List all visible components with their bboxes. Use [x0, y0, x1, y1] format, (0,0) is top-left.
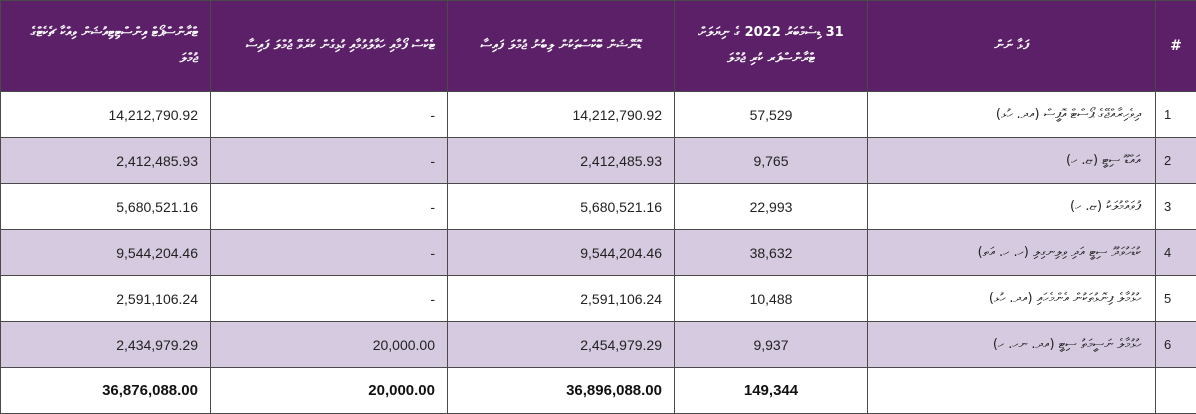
cell-col1: 14,212,790.92 — [1, 92, 211, 138]
cell-col3: 9,544,204.46 — [448, 230, 675, 276]
totals-row: 36,876,088.00 20,000.00 36,896,088.00 14… — [1, 368, 1196, 414]
cell-col2: - — [211, 138, 448, 184]
table-row: 2,434,979.29 20,000.00 2,454,979.29 9,93… — [1, 322, 1196, 368]
cell-col3: 2,591,106.24 — [448, 276, 675, 322]
total-index-blank — [1156, 368, 1196, 414]
header-index: # — [1156, 1, 1196, 92]
cell-index: 4 — [1156, 230, 1196, 276]
cell-col3: 2,454,979.29 — [448, 322, 675, 368]
header-col4: 31 ޑިސެމްބަރު 2022 ގެ ނިޔަލަށް ޓްރާންސްފ… — [675, 1, 868, 92]
total-name-blank — [868, 368, 1156, 414]
cell-name: ދިވެހިރާއްޖޭގެ ޕޯސްޓް އޮފީސް (އދ. ހުޅ) — [868, 92, 1156, 138]
cell-index: 2 — [1156, 138, 1196, 184]
cell-name: އައްޑޫ ސިޓީ (ޏ. ހ) — [868, 138, 1156, 184]
table-row: 9,544,204.46 - 9,544,204.46 38,632 ކުޑަހ… — [1, 230, 1196, 276]
table-row: 5,680,521.16 - 5,680,521.16 22,993 ފުވައ… — [1, 184, 1196, 230]
total-col4: 149,344 — [675, 368, 868, 414]
cell-col3: 14,212,790.92 — [448, 92, 675, 138]
header-row: ޓްރާންސްޕޯޓް އިންސްޓިޓިއުޝަން ވިއްކާ ޗެކ… — [1, 1, 1196, 92]
cell-index: 1 — [1156, 92, 1196, 138]
cell-col4: 38,632 — [675, 230, 868, 276]
cell-col2: - — [211, 184, 448, 230]
cell-index: 3 — [1156, 184, 1196, 230]
table-row: 2,591,106.24 - 2,591,106.24 10,488 ހުޅުމ… — [1, 276, 1196, 322]
cell-name: ހުޅުމާލެ ފިނޮޅުތަކުން އެންމެހައި (އދ. ހު… — [868, 276, 1156, 322]
cell-col3: 5,680,521.16 — [448, 184, 675, 230]
cell-col3: 2,412,485.93 — [448, 138, 675, 184]
cell-col2: - — [211, 230, 448, 276]
table-row: 2,412,485.93 - 2,412,485.93 9,765 އައްޑޫ… — [1, 138, 1196, 184]
cell-col4: 10,488 — [675, 276, 868, 322]
cell-col4: 9,937 — [675, 322, 868, 368]
cell-col2: 20,000.00 — [211, 322, 448, 368]
total-col2: 20,000.00 — [211, 368, 448, 414]
cell-col4: 57,529 — [675, 92, 868, 138]
cell-col1: 9,544,204.46 — [1, 230, 211, 276]
cell-index: 5 — [1156, 276, 1196, 322]
cell-name: ކުޑަހުވަދޫ ސިޓީ އަދި ވިލިނގިލި (ހ. ހ. އަ… — [868, 230, 1156, 276]
header-col3: ޑޮނޭޝަން ބޮކްސްތަކުން ލިބުނު ޖުމްލަ ފައި… — [448, 1, 675, 92]
cell-col1: 2,412,485.93 — [1, 138, 211, 184]
cell-col1: 5,680,521.16 — [1, 184, 211, 230]
cell-col2: - — [211, 276, 448, 322]
header-col2: ޓެކްސް ފޯމާއި ހަވާލުވުމާއި ގުޅިގެން ކުރެ… — [211, 1, 448, 92]
cell-name: ފުވައްމުލަކު (ޏ. ހ) — [868, 184, 1156, 230]
cell-col4: 22,993 — [675, 184, 868, 230]
table-row: 14,212,790.92 - 14,212,790.92 57,529 ދިވ… — [1, 92, 1196, 138]
cell-name: ހުޅުމާލެ ނަސީމަތު ސިޓީ (އދ. ނހ. ހ) — [868, 322, 1156, 368]
cell-index: 6 — [1156, 322, 1196, 368]
cell-col1: 2,434,979.29 — [1, 322, 211, 368]
total-col3: 36,896,088.00 — [448, 368, 675, 414]
header-name: ފަޅާ ނަން — [868, 1, 1156, 92]
cell-col1: 2,591,106.24 — [1, 276, 211, 322]
cell-col4: 9,765 — [675, 138, 868, 184]
cell-col2: - — [211, 92, 448, 138]
header-col1: ޓްރާންސްޕޯޓް އިންސްޓިޓިއުޝަން ވިއްކާ ޗެކ… — [1, 1, 211, 92]
total-col1: 36,876,088.00 — [1, 368, 211, 414]
